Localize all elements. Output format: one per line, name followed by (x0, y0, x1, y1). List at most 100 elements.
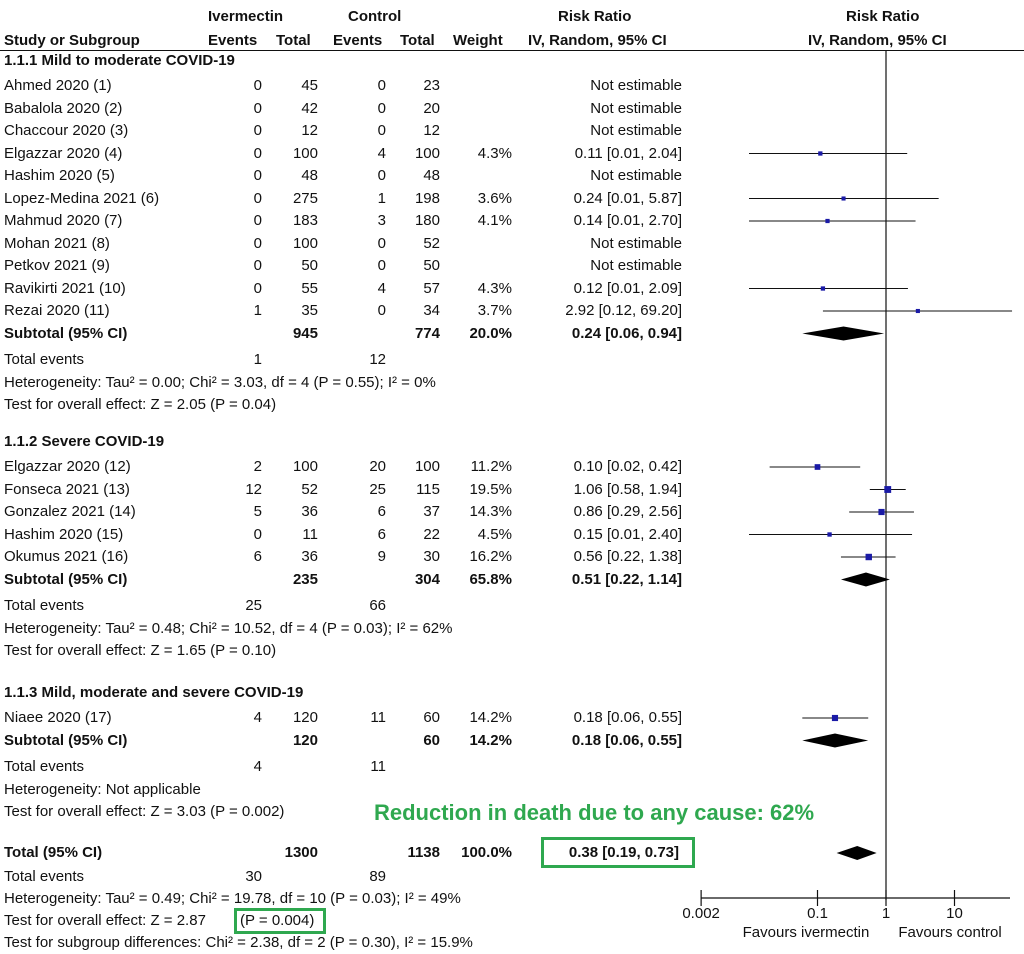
risk-ratio: Not estimable (590, 234, 682, 252)
weight: 19.5% (469, 480, 512, 498)
total-ivermectin: 100 (292, 234, 318, 252)
risk-ratio: Not estimable (590, 77, 682, 94)
total-ivermectin: 120 (292, 709, 318, 726)
risk-ratio: 0.18 [0.06, 0.55] (573, 709, 682, 726)
point-estimate (884, 486, 892, 493)
study-name: Hashim 2020 (5) (4, 167, 115, 184)
study-name: Chaccour 2020 (3) (4, 122, 129, 139)
total-control: 60 (423, 709, 440, 726)
subtotal-total-ivermectin: 945 (292, 324, 318, 342)
study-name: Fonseca 2021 (13) (4, 480, 130, 498)
risk-ratio: Not estimable (590, 167, 682, 184)
risk-ratio: 0.15 [0.01, 2.40] (573, 525, 682, 543)
subtotal-total-control: 774 (414, 324, 440, 342)
plot-column-header: IV, Random, 95% CI (808, 32, 947, 49)
heterogeneity: Heterogeneity: Tau² = 0.00; Chi² = 3.03,… (4, 373, 436, 391)
subtotal-total-ivermectin: 235 (292, 570, 318, 588)
total-rr-highlight (541, 837, 695, 868)
events-control: 0 (377, 99, 386, 117)
p-value-highlight (234, 908, 326, 934)
events-ivermectin: 4 (253, 709, 262, 726)
events-ivermectin: 2 (253, 458, 262, 475)
events-ivermectin: 0 (253, 189, 262, 207)
risk-ratio: Not estimable (590, 257, 682, 274)
study-name: Elgazzar 2020 (12) (4, 458, 131, 475)
total-ivermectin: 100 (292, 144, 318, 162)
rr-header: Risk Ratio (558, 8, 632, 25)
weight: 4.3% (477, 144, 512, 162)
total-control: 1138 (407, 844, 440, 861)
total-ivermectin: 52 (301, 480, 318, 498)
events-ivermectin: 0 (253, 144, 262, 162)
study-name: Hashim 2020 (15) (4, 525, 124, 543)
subtotal-label: Subtotal (95% CI) (4, 731, 128, 749)
point-estimate (820, 286, 826, 291)
total-ivermectin: 42 (301, 99, 318, 117)
events-control: 3 (377, 212, 386, 229)
total-control: 100 (414, 144, 440, 162)
study-name: Babalola 2020 (2) (4, 99, 123, 117)
point-estimate (827, 532, 832, 537)
total-ivermectin: 36 (301, 548, 318, 565)
study-name: Mahmud 2020 (7) (4, 212, 123, 229)
events-control: 1 (377, 189, 386, 207)
total-ivermectin: 100 (292, 458, 318, 475)
total-ivermectin: 11 (302, 525, 318, 543)
risk-ratio: 0.24 [0.01, 5.87] (573, 189, 682, 207)
overall-effect: Test for overall effect: Z = 2.05 (P = 0… (4, 395, 277, 413)
events-control: 0 (377, 302, 386, 319)
total-control: 180 (414, 212, 440, 229)
pooled-diamond (836, 846, 877, 860)
events-control: 0 (377, 122, 386, 139)
overall-events-control: 89 (369, 868, 386, 885)
weight-column-header: Weight (453, 32, 503, 49)
subtotal-weight: 14.2% (469, 731, 512, 749)
pooled-diamond (840, 572, 890, 587)
overall-p-value: (P = 0.004) (240, 912, 315, 929)
total-weight: 100.0% (461, 844, 512, 861)
pooled-diamond (802, 326, 885, 341)
total2-column-header: Total (400, 32, 435, 49)
total-events-label: Total events (4, 757, 85, 775)
group2-header: Control (348, 8, 402, 25)
events-control: 11 (370, 709, 386, 726)
weight: 14.3% (469, 503, 512, 520)
risk-ratio: Not estimable (590, 99, 682, 117)
total-ivermectin: 45 (301, 77, 318, 94)
point-estimate (915, 308, 920, 314)
point-estimate (878, 508, 885, 516)
events1-column-header: Events (208, 32, 258, 49)
heterogeneity: Heterogeneity: Tau² = 0.48; Chi² = 10.52… (4, 619, 453, 637)
events-ivermectin: 1 (253, 302, 262, 319)
group-title: 1.1.1 Mild to moderate COVID-19 (4, 52, 235, 69)
events-ivermectin: 0 (253, 279, 262, 297)
study-name: Lopez-Medina 2021 (6) (4, 189, 160, 207)
x-tick-label: 0.1 (807, 905, 828, 922)
study-name: Okumus 2021 (16) (4, 548, 129, 565)
point-estimate (825, 218, 830, 224)
subtotal-total-control: 304 (414, 570, 440, 588)
weight: 3.7% (477, 302, 512, 319)
point-estimate (841, 196, 846, 201)
total-ivermectin: 275 (292, 189, 318, 207)
total-events-ivermectin: 4 (253, 757, 262, 775)
events-control: 0 (377, 77, 386, 94)
events-control: 4 (377, 144, 386, 162)
weight: 3.6% (477, 189, 512, 207)
total-control: 23 (423, 77, 440, 94)
pooled-diamond (802, 733, 869, 748)
total-control: 52 (423, 234, 440, 252)
total-control: 20 (423, 99, 440, 117)
weight: 4.5% (477, 525, 512, 543)
rr-column-header: IV, Random, 95% CI (528, 32, 667, 49)
study-name: Ravikirti 2021 (10) (4, 279, 126, 297)
study-column-header: Study or Subgroup (4, 32, 140, 49)
group1-header: Ivermectin (208, 8, 284, 25)
total-control: 50 (423, 257, 440, 274)
events-control: 0 (377, 257, 386, 274)
total-events-control: 11 (370, 757, 386, 775)
study-name: Niaee 2020 (17) (4, 709, 112, 726)
study-name: Rezai 2020 (11) (4, 302, 110, 319)
study-name: Gonzalez 2021 (14) (4, 503, 136, 520)
